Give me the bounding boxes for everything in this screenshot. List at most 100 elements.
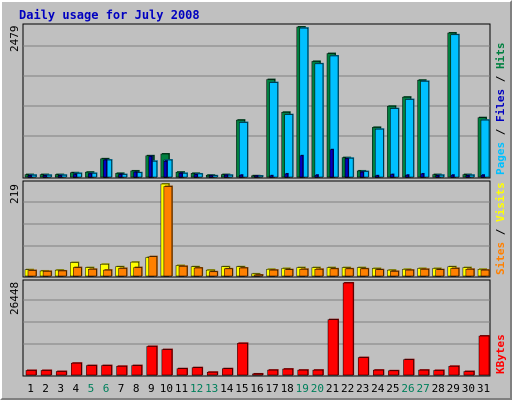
pages-bar-day-26 [405, 98, 415, 178]
kbytes-bar-day-2-face [40, 370, 52, 376]
kbytes-bar-day-20-face [312, 369, 324, 376]
sites-bar-day-3-face [57, 270, 67, 277]
sites-bar-day-4 [73, 266, 83, 277]
kbytes-bar-day-7-face [116, 366, 127, 376]
kbytes-bar-day-9-face [146, 346, 158, 376]
kbytes-bar-day-29 [448, 365, 460, 376]
sites-bar-day-31 [480, 269, 490, 277]
sites-bar-day-21-face [329, 268, 339, 277]
files-bar-day-25-face [390, 174, 394, 178]
kbytes-bar-day-2 [40, 369, 53, 376]
x-label-day-18: 18 [281, 382, 294, 395]
x-label-day-24: 24 [371, 382, 385, 395]
kbytes-bar-day-13-face [206, 371, 218, 376]
pages-bar-day-27-face [420, 81, 429, 178]
files-bar-day-6-face [103, 159, 107, 178]
pages-bar-day-18 [284, 113, 294, 178]
pages-bar-day-17 [269, 81, 279, 178]
files-bar-day-23 [359, 171, 365, 178]
x-label-day-23: 23 [356, 382, 369, 395]
x-label-day-3: 3 [57, 382, 64, 395]
kbytes-bar-day-14 [222, 367, 234, 376]
sites-bar-day-26-face [405, 269, 414, 277]
files-bar-day-20 [314, 174, 319, 178]
files-bar-day-20-face [314, 174, 319, 178]
kbytes-bar-day-31 [478, 335, 490, 376]
kbytes-bar-day-30 [463, 370, 475, 376]
pages-bar-day-31 [480, 119, 490, 178]
legend-middle-part-2: Visits [494, 182, 507, 222]
x-label-day-10: 10 [160, 382, 173, 395]
kbytes-bar-day-3 [55, 370, 68, 376]
x-label-day-15: 15 [235, 382, 248, 395]
sites-bar-day-25 [390, 270, 400, 277]
kbytes-bar-day-22-face [342, 282, 354, 376]
sites-bar-day-10 [163, 185, 173, 277]
files-bar-day-15-face [239, 174, 243, 178]
kbytes-bar-day-16-face [252, 373, 263, 376]
top-y-max-label: 2479 [8, 26, 21, 53]
sites-bar-day-8 [133, 266, 143, 277]
bottom-grid [23, 299, 490, 345]
kbytes-bar-day-11 [176, 367, 188, 376]
files-bar-day-13 [208, 174, 214, 178]
sites-bar-day-22-face [344, 268, 354, 277]
files-bar-day-28 [435, 174, 440, 178]
sites-bar-day-2 [42, 270, 53, 277]
sites-bar-day-14-face [224, 268, 233, 277]
kbytes-bar-day-17-face [267, 369, 278, 376]
kbytes-bar-day-12 [191, 366, 204, 376]
sites-bar-day-30-face [465, 269, 475, 277]
kbytes-bar-day-18-face [282, 368, 293, 376]
files-bar-day-16-face [254, 175, 258, 178]
sites-bar-day-19 [299, 268, 309, 277]
sites-bar-day-9 [148, 255, 158, 277]
kbytes-bar-day-22 [342, 282, 355, 376]
kbytes-bar-day-27 [418, 369, 430, 376]
bars-layer [24, 26, 490, 376]
kbytes-bar-day-23 [357, 356, 370, 376]
files-bar-day-26-face [405, 174, 409, 178]
kbytes-bar-day-7 [116, 365, 128, 376]
files-bar-day-7-face [118, 174, 122, 178]
legend-top-part-2: Files [494, 89, 507, 122]
bottom-y-max-label: 26448 [8, 282, 21, 315]
sites-bar-day-5-face [88, 269, 97, 277]
sites-bar-day-12 [193, 267, 204, 277]
sites-bar-day-7-face [118, 268, 127, 277]
kbytes-bar-day-16 [252, 372, 264, 376]
x-label-day-29: 29 [447, 382, 460, 395]
files-bar-day-30 [465, 174, 470, 178]
sites-bar-day-27 [420, 268, 430, 277]
x-label-day-7: 7 [118, 382, 125, 395]
x-label-day-11: 11 [175, 382, 188, 395]
files-bar-day-3 [57, 174, 63, 178]
sites-bar-day-15 [239, 267, 249, 277]
x-label-day-8: 8 [133, 382, 140, 395]
files-bar-day-2 [42, 174, 48, 178]
kbytes-bar-day-14-face [222, 368, 233, 376]
x-label-day-4: 4 [72, 382, 79, 395]
x-label-day-12: 12 [190, 382, 203, 395]
files-bar-day-17-face [269, 175, 273, 178]
files-bar-day-19 [299, 154, 304, 178]
legend-middle-part-0: Sites [494, 242, 507, 275]
files-bar-day-12 [193, 173, 199, 178]
x-label-day-25: 25 [386, 382, 399, 395]
kbytes-bar-day-21-face [327, 319, 339, 376]
x-axis-labels: 1 2 3 4 5 6 7 8 9 10 11 12 13 14 15 16 17 18 19 20 21 22 23 24 2… [27, 382, 490, 395]
sites-bar-day-8-face [133, 267, 142, 277]
x-label-day-20: 20 [311, 382, 324, 395]
sites-bar-day-17 [269, 269, 279, 277]
x-label-day-13: 13 [205, 382, 218, 395]
sites-bar-day-6-face [103, 269, 112, 277]
sites-bar-day-13-face [208, 271, 218, 277]
sites-bar-day-28 [435, 268, 445, 277]
files-bar-day-21-face [329, 149, 334, 178]
kbytes-bar-day-5-face [86, 365, 97, 376]
sites-bar-day-26 [405, 269, 415, 277]
files-bar-day-6 [103, 159, 108, 178]
sites-bar-day-17-face [269, 269, 278, 277]
kbytes-bar-day-24 [373, 369, 385, 376]
